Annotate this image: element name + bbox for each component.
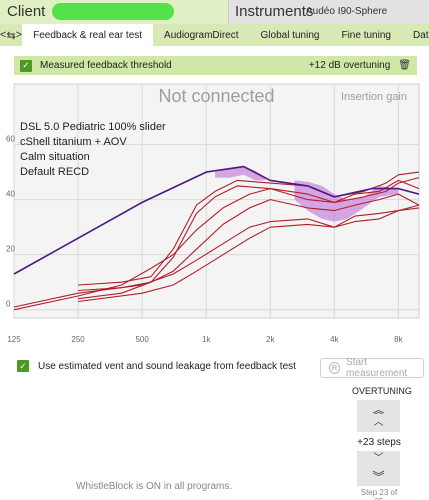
start-measurement-button[interactable]: R Start measurement — [320, 357, 424, 379]
gain-curve — [13, 179, 420, 311]
x-tick-label: 250 — [71, 335, 85, 344]
back-icon[interactable]: < — [0, 29, 7, 41]
info-line-situation: Calm situation — [20, 151, 90, 163]
gain-curve — [78, 171, 420, 286]
instruments-pane[interactable]: Instruments Audéo I90-Sphere — [228, 0, 429, 24]
x-tick-label: 500 — [135, 335, 149, 344]
gain-curves — [13, 165, 420, 311]
tab-audiogramdirect[interactable]: AudiogramDirect — [164, 29, 239, 41]
vent-checkbox[interactable]: ✓ — [17, 360, 29, 372]
swap-icon[interactable]: ⇆ — [6, 29, 16, 42]
vent-option: ✓ Use estimated vent and sound leakage f… — [17, 360, 296, 372]
client-label: Client — [7, 3, 46, 20]
insertion-gain-chart: 125 250 500 1k 2k 4k 8k 0 20 40 60 Not connected I… — [0, 80, 429, 350]
overtuning-steps: +23 steps — [357, 437, 401, 448]
check-icon[interactable]: ✓ — [20, 59, 32, 72]
grid — [13, 84, 419, 318]
x-tick-label: 4k — [330, 335, 339, 344]
x-tick-label: 2k — [266, 335, 275, 344]
y-tick-label: 0 — [6, 300, 11, 309]
y-tick-label: 40 — [6, 190, 15, 199]
axis-labels: 125 250 500 1k 2k 4k 8k 0 20 40 60 — [6, 135, 404, 344]
vent-label: Use estimated vent and sound leakage fro… — [38, 360, 296, 372]
start-measurement-label: Start measurement — [346, 357, 408, 379]
gain-curve — [78, 204, 420, 303]
tab-fine-tuning[interactable]: Fine tuning — [341, 29, 391, 41]
overtuning-up-button[interactable]: ︿ — [357, 414, 400, 432]
feedback-threshold-bar: ✓ Measured feedback threshold +12 dB ove… — [14, 56, 417, 75]
insertion-gain-label: Insertion gain — [341, 91, 407, 103]
client-pane[interactable]: Client — [0, 0, 228, 24]
x-tick-label: 8k — [394, 335, 403, 344]
overtuning-down-double-button[interactable]: ︾ — [357, 467, 400, 486]
chevron-up-icon: ︿ — [373, 417, 384, 428]
overtuning-down-button[interactable]: ﹀ — [357, 451, 400, 467]
feedback-margin-area — [215, 166, 266, 181]
whistleblock-status: WhistleBlock is ON in all programs. — [76, 481, 233, 492]
step-counter: Step 23 of 25 — [360, 488, 398, 500]
tab-data[interactable]: Data — [412, 29, 429, 41]
y-tick-label: 20 — [6, 245, 15, 254]
double-chevron-down-icon: ︾ — [372, 469, 385, 484]
feedback-threshold-line — [13, 165, 420, 275]
device-name: Audéo I90-Sphere — [306, 6, 388, 17]
y-tick-label: 60 — [6, 135, 15, 144]
client-name-redaction — [52, 3, 174, 20]
gain-curve — [13, 207, 420, 308]
forward-icon[interactable]: > — [15, 29, 23, 41]
trash-icon[interactable]: 🗑 — [398, 60, 411, 71]
gain-curve — [78, 177, 420, 292]
instruments-label: Instruments — [235, 3, 314, 20]
tab-feedback-real-ear-test[interactable]: Feedback & real ear test — [22, 24, 154, 46]
double-chevron-up-icon: ︽ — [372, 402, 385, 417]
tab-global-tuning[interactable]: Global tuning — [260, 29, 320, 41]
tab-bar: < ⇆ > Feedback & real ear test Audiogram… — [0, 24, 429, 46]
not-connected-text: Not connected — [158, 86, 274, 106]
overtuning-title: OVERTUNING — [352, 386, 412, 396]
info-line-formula: DSL 5.0 Pediatric 100% slider — [20, 121, 166, 133]
threshold-value: +12 dB overtuning — [308, 60, 391, 71]
chart-svg: 125 250 500 1k 2k 4k 8k 0 20 40 60 Not connected I… — [6, 83, 420, 344]
x-tick-label: 125 — [7, 335, 21, 344]
info-line-coupling: cShell titanium + AOV — [20, 136, 127, 148]
measurement-icon: R — [329, 362, 341, 374]
title-strip: Client Instruments Audéo I90-Sphere — [0, 0, 429, 24]
info-line-recd: Default RECD — [20, 166, 89, 178]
fitting-info: DSL 5.0 Pediatric 100% slider cShell tit… — [20, 121, 166, 178]
x-tick-label: 1k — [202, 335, 211, 344]
chevron-down-icon: ﹀ — [373, 453, 384, 464]
threshold-label: Measured feedback threshold — [40, 60, 172, 71]
